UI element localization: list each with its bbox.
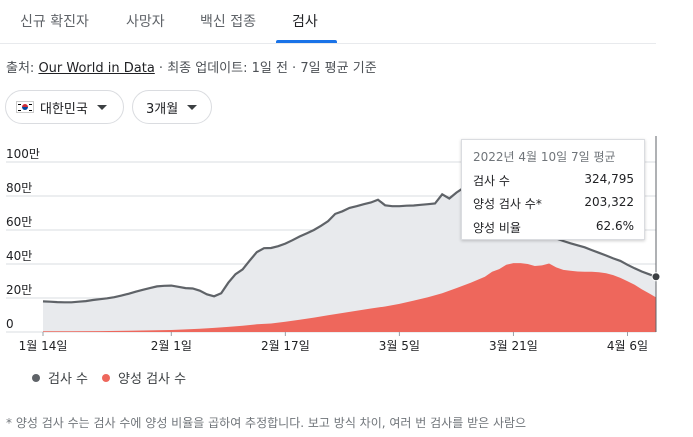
tab-new-cases[interactable]: 신규 확진자 — [20, 14, 89, 30]
tooltip-label: 양성 검사 수* — [473, 197, 542, 211]
source-link[interactable]: Our World in Data — [38, 61, 155, 76]
y-tick-label: 40만 — [6, 249, 32, 263]
positive-legend-dot-icon — [102, 373, 111, 382]
source-suffix: · 최종 업데이트: 1일 전 · 7일 평균 기준 — [154, 61, 377, 76]
tab-tests[interactable]: 검사 — [292, 14, 318, 30]
y-axis: 0 20만 40만 60만 80만 100만 — [6, 147, 40, 331]
hover-point — [651, 272, 661, 282]
x-tick-label: 2월 1일 — [151, 339, 192, 353]
source-prefix: 출처: — [6, 61, 39, 76]
country-selector[interactable]: 대한민국 — [5, 90, 124, 124]
period-selector[interactable]: 3개월 — [132, 90, 212, 124]
positive-tests-area — [43, 263, 656, 332]
tooltip-row-tests: 검사 수 324,795 — [473, 172, 634, 189]
y-tick-label: 0 — [6, 317, 14, 331]
tooltip-row-rate: 양성 비율 62.6% — [473, 219, 634, 236]
tooltip-title: 2022년 4월 10일 7일 평균 — [473, 150, 616, 164]
footnote: * 양성 검사 수는 검사 수에 양성 비율을 곱하여 추정합니다. 보고 방식… — [6, 416, 527, 430]
chevron-down-icon — [187, 104, 198, 110]
country-label: 대한민국 — [40, 101, 88, 117]
y-tick-label: 20만 — [6, 283, 32, 297]
tooltip-value: 203,322 — [584, 195, 634, 209]
x-tick-label: 3월 5일 — [379, 339, 420, 353]
y-tick-label: 80만 — [6, 181, 32, 195]
chevron-down-icon — [96, 104, 107, 110]
chart-tooltip: 2022년 4월 10일 7일 평균 검사 수 324,795 양성 검사 수*… — [461, 139, 645, 240]
x-tick-label: 1월 14일 — [19, 339, 68, 353]
tab-vaccinations[interactable]: 백신 접종 — [200, 14, 256, 30]
x-tick-label: 4월 6일 — [607, 339, 648, 353]
period-label: 3개월 — [146, 101, 179, 117]
x-tick-label: 2월 17일 — [261, 339, 310, 353]
tooltip-value: 324,795 — [584, 172, 634, 186]
tooltip-label: 양성 비율 — [473, 221, 521, 235]
tooltip-label: 검사 수 — [473, 174, 510, 188]
tooltip-row-positive: 양성 검사 수* 203,322 — [473, 195, 634, 212]
x-tick-label: 3월 21일 — [489, 339, 538, 353]
tests-legend-dot-icon — [32, 373, 40, 382]
y-tick-label: 100만 — [6, 147, 40, 161]
chart-legend: 검사 수 양성 검사 수 — [32, 368, 186, 387]
source-line: 출처: Our World in Data · 최종 업데이트: 1일 전 · … — [6, 57, 377, 76]
tab-bar: 신규 확진자 사망자 백신 접종 검사 — [0, 0, 656, 44]
legend-positive-label: 양성 검사 수 — [118, 372, 187, 387]
legend-tests-label: 검사 수 — [48, 372, 89, 387]
tab-deaths[interactable]: 사망자 — [126, 14, 165, 30]
tooltip-value: 62.6% — [595, 219, 634, 233]
y-tick-label: 60만 — [6, 215, 32, 229]
south-korea-flag-icon — [16, 101, 34, 113]
x-axis: 1월 14일 2월 1일 2월 17일 3월 5일 3월 21일 4월 6일 — [19, 332, 648, 353]
active-tab-indicator — [276, 40, 337, 43]
